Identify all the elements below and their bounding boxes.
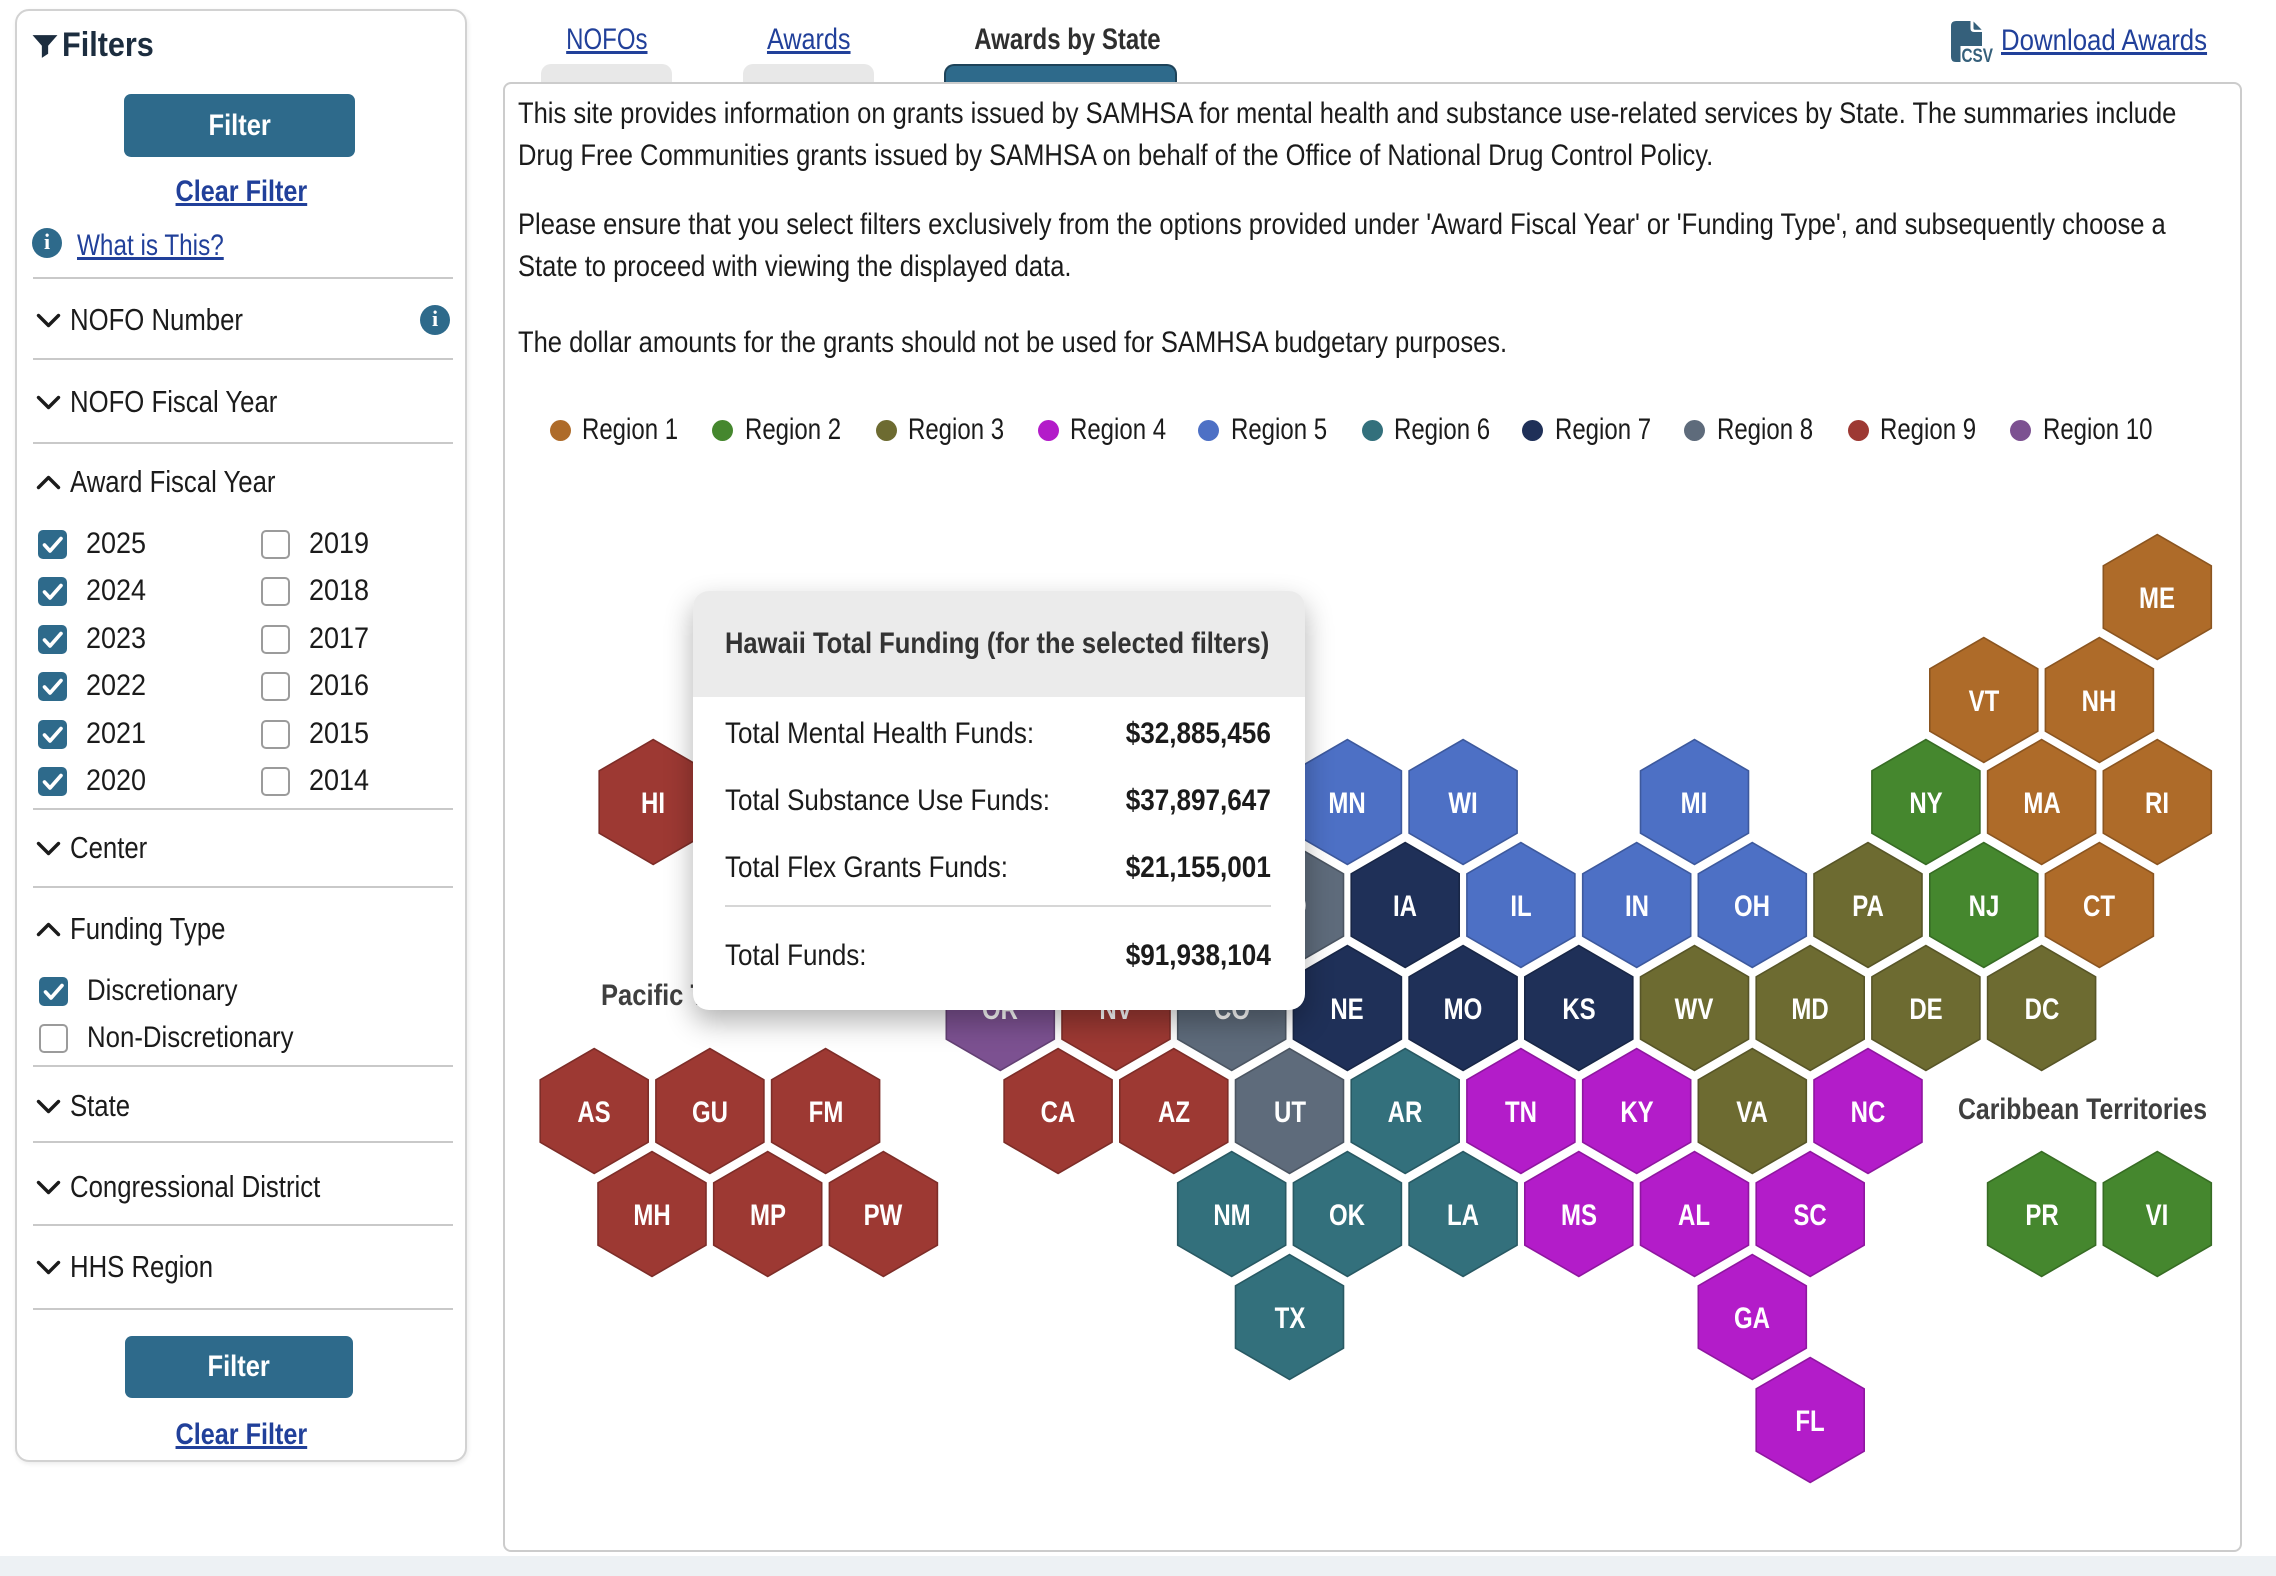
svg-text:ME: ME (2139, 580, 2175, 614)
svg-text:TX: TX (1275, 1300, 1306, 1334)
svg-text:IA: IA (1393, 888, 1417, 922)
svg-text:MA: MA (2023, 785, 2060, 819)
svg-text:DC: DC (2025, 991, 2060, 1025)
svg-text:VA: VA (1736, 1094, 1768, 1128)
svg-text:PA: PA (1852, 888, 1884, 922)
svg-text:MD: MD (1791, 991, 1828, 1025)
svg-text:DE: DE (1909, 991, 1942, 1025)
svg-text:Caribbean Territories: Caribbean Territories (1958, 1093, 2207, 1126)
svg-text:GU: GU (692, 1094, 728, 1128)
svg-text:HI: HI (641, 785, 665, 819)
svg-text:KY: KY (1620, 1094, 1653, 1128)
svg-text:NM: NM (1213, 1197, 1250, 1231)
svg-text:UT: UT (1274, 1094, 1306, 1128)
svg-text:OH: OH (1734, 888, 1770, 922)
svg-text:RI: RI (2145, 785, 2169, 819)
svg-text:CSV: CSV (1962, 46, 1994, 67)
svg-text:CT: CT (2083, 888, 2115, 922)
svg-text:AS: AS (577, 1094, 610, 1128)
svg-text:WI: WI (1448, 785, 1477, 819)
svg-text:OK: OK (1329, 1197, 1365, 1231)
svg-text:AL: AL (1678, 1197, 1710, 1231)
svg-text:NJ: NJ (1969, 888, 2000, 922)
svg-text:MN: MN (1328, 785, 1365, 819)
svg-text:VT: VT (1969, 683, 2000, 717)
svg-text:CA: CA (1041, 1094, 1076, 1128)
svg-text:FM: FM (809, 1094, 844, 1128)
svg-text:KS: KS (1562, 991, 1595, 1025)
svg-text:WV: WV (1675, 991, 1714, 1025)
svg-text:GA: GA (1734, 1300, 1770, 1334)
svg-text:SC: SC (1793, 1197, 1826, 1231)
svg-text:PW: PW (864, 1197, 903, 1231)
svg-text:IN: IN (1625, 888, 1649, 922)
svg-text:AZ: AZ (1158, 1094, 1190, 1128)
svg-text:NY: NY (1909, 785, 1942, 819)
svg-text:MI: MI (1681, 785, 1708, 819)
svg-text:IL: IL (1510, 888, 1531, 922)
svg-text:MP: MP (750, 1197, 786, 1231)
svg-text:LA: LA (1447, 1197, 1479, 1231)
svg-text:NC: NC (1851, 1094, 1886, 1128)
svg-text:MH: MH (633, 1197, 670, 1231)
svg-text:TN: TN (1505, 1094, 1537, 1128)
svg-text:NE: NE (1330, 991, 1363, 1025)
svg-text:VI: VI (2146, 1197, 2169, 1231)
svg-text:FL: FL (1795, 1403, 1824, 1437)
svg-text:MO: MO (1444, 991, 1483, 1025)
svg-text:AR: AR (1388, 1094, 1423, 1128)
svg-text:PR: PR (2025, 1197, 2059, 1231)
svg-text:MS: MS (1561, 1197, 1597, 1231)
svg-text:NH: NH (2082, 683, 2117, 717)
